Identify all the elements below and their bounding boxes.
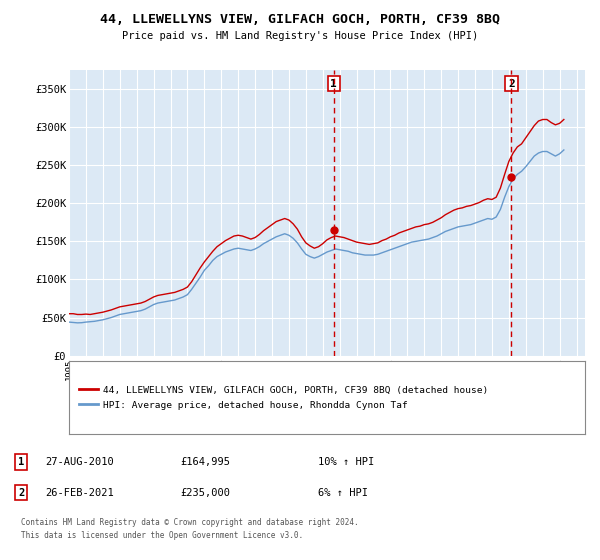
Text: 1: 1 xyxy=(331,78,337,88)
Text: £164,995: £164,995 xyxy=(180,457,230,467)
Text: 26-FEB-2021: 26-FEB-2021 xyxy=(45,488,114,498)
Text: 10% ↑ HPI: 10% ↑ HPI xyxy=(318,457,374,467)
Text: 2: 2 xyxy=(18,488,24,498)
Text: 1: 1 xyxy=(18,457,24,467)
Text: 6% ↑ HPI: 6% ↑ HPI xyxy=(318,488,368,498)
Text: Contains HM Land Registry data © Crown copyright and database right 2024.
This d: Contains HM Land Registry data © Crown c… xyxy=(21,519,359,540)
Text: 2: 2 xyxy=(508,78,515,88)
Legend: 44, LLEWELLYNS VIEW, GILFACH GOCH, PORTH, CF39 8BQ (detached house), HPI: Averag: 44, LLEWELLYNS VIEW, GILFACH GOCH, PORTH… xyxy=(74,380,494,416)
Text: Price paid vs. HM Land Registry's House Price Index (HPI): Price paid vs. HM Land Registry's House … xyxy=(122,31,478,41)
Text: £235,000: £235,000 xyxy=(180,488,230,498)
Text: 44, LLEWELLYNS VIEW, GILFACH GOCH, PORTH, CF39 8BQ: 44, LLEWELLYNS VIEW, GILFACH GOCH, PORTH… xyxy=(100,13,500,26)
Text: 27-AUG-2010: 27-AUG-2010 xyxy=(45,457,114,467)
